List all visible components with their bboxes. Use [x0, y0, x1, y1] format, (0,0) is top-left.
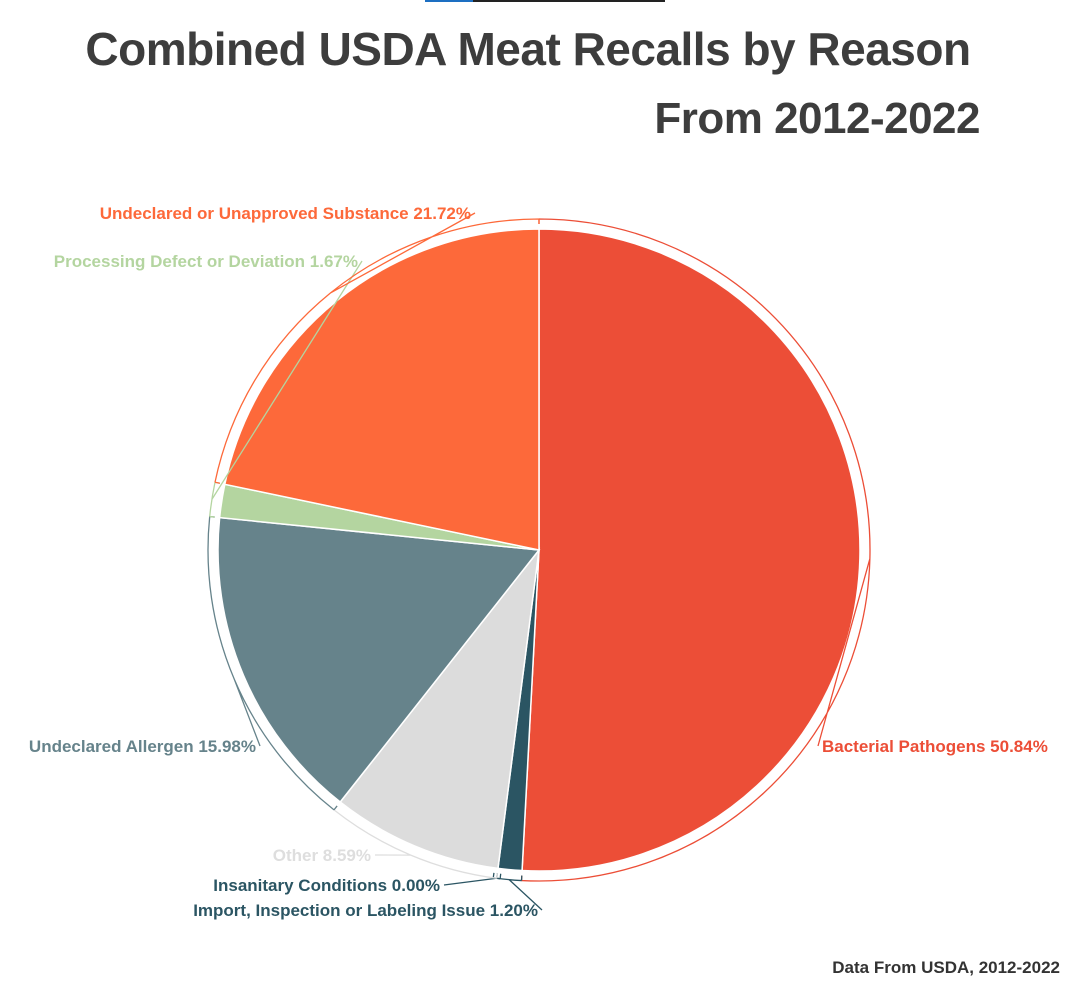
connector-processing-defect-or-deviation [209, 260, 363, 518]
label-processing-defect-or-deviation: Processing Defect or Deviation 1.67% [54, 252, 358, 271]
connector-other [333, 805, 498, 879]
connector-undeclared-allergen [207, 515, 338, 811]
label-other: Other 8.59% [273, 846, 371, 865]
pie-slice-other[interactable] [339, 547, 541, 870]
pie-slice-bacterial-pathogens[interactable] [521, 228, 861, 872]
chart-subtitle: From 2012-2022 [654, 94, 980, 143]
label-undeclared-or-unapproved-substance: Undeclared or Unapproved Substance 21.72… [100, 204, 471, 223]
label-bacterial-pathogens: Bacterial Pathogens 50.84% [822, 737, 1048, 756]
pie-slice-undeclared-allergen[interactable] [217, 516, 541, 804]
label-connectors [207, 212, 871, 911]
chart-title: Combined USDA Meat Recalls by Reason [85, 23, 971, 75]
label-undeclared-allergen: Undeclared Allergen 15.98% [29, 737, 256, 756]
source-note: Data From USDA, 2012-2022 [832, 958, 1060, 977]
label-import-inspection-or-labeling-issue: Import, Inspection or Labeling Issue 1.2… [193, 901, 538, 920]
connector-undeclared-or-unapproved-substance [214, 212, 540, 484]
pie-slices [217, 228, 861, 872]
slice-labels: Bacterial Pathogens 50.84% Import, Inspec… [29, 204, 1048, 920]
top-accent-bar [425, 0, 665, 2]
label-insanitary-conditions: Insanitary Conditions 0.00% [213, 876, 440, 895]
top-accent-blue [425, 0, 473, 2]
